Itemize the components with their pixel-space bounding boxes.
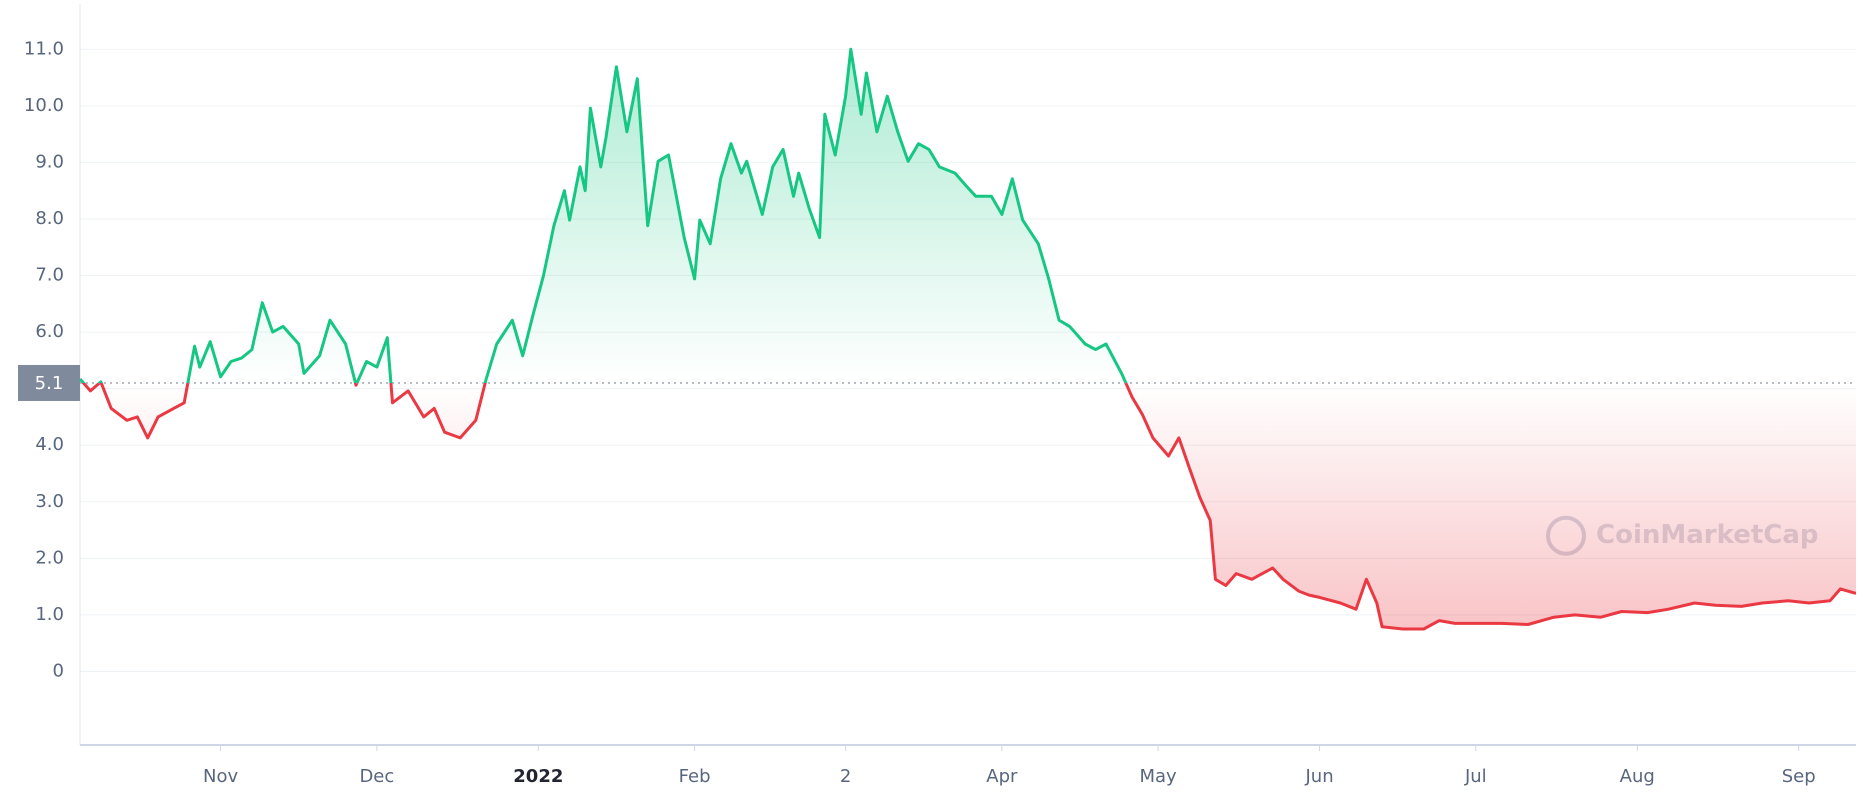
y-tick-label: 9.0 [35,151,64,172]
x-tick-label: Feb [679,766,711,787]
y-tick-label: 8.0 [35,208,64,229]
y-tick-label: 3.0 [35,491,64,512]
y-tick-label: 6.0 [35,321,64,342]
x-tick-label: Dec [359,766,394,787]
x-tick-label: May [1139,766,1177,787]
x-tick-label: Sep [1782,766,1816,787]
area-above [80,49,1126,383]
x-tick-label: Aug [1620,766,1655,787]
y-tick-label: 0 [53,660,64,681]
x-tick-label: 2 [840,766,851,787]
x-tick-label: Jun [1304,766,1333,787]
x-tick-label: 2022 [513,766,563,787]
baseline-label: 5.1 [35,373,64,394]
y-tick-label: 10.0 [24,95,64,116]
y-tick-label: 4.0 [35,434,64,455]
y-tick-label: 11.0 [24,38,64,59]
area-below [80,382,1856,629]
x-tick-label: Apr [986,766,1018,787]
x-tick-label: Jul [1464,766,1487,787]
y-tick-label: 1.0 [35,604,64,625]
x-tick-label: Nov [203,766,238,787]
baseline-label-bg [18,364,80,401]
line-below [81,382,1856,631]
y-tick-label: 2.0 [35,547,64,568]
y-tick-label: 7.0 [35,265,64,286]
line-above [80,47,1128,383]
